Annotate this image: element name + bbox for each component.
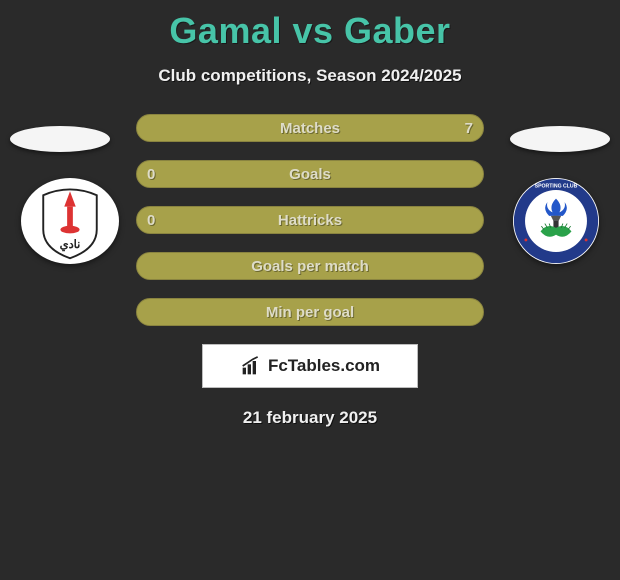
stat-row: Goals per match: [136, 252, 484, 280]
brand-text: FcTables.com: [268, 356, 380, 376]
club-badge-left: نادي: [21, 178, 119, 264]
stat-row: Matches 7: [136, 114, 484, 142]
stat-row: 0 Hattricks: [136, 206, 484, 234]
ring-text-top: SPORTING CLUB: [535, 183, 578, 189]
club-badge-right-svg: SPORTING CLUB: [513, 178, 599, 264]
stat-row: 0 Goals: [136, 160, 484, 188]
brand-banner[interactable]: FcTables.com: [202, 344, 418, 388]
badge-left-text: نادي: [60, 239, 81, 252]
page-title: Gamal vs Gaber: [0, 0, 620, 52]
stat-label: Matches: [280, 120, 340, 137]
stat-label: Goals per match: [251, 258, 369, 275]
stat-label: Goals: [289, 166, 331, 183]
stat-left-value: 0: [147, 161, 155, 187]
stat-left-value: 0: [147, 207, 155, 233]
player-slot-left-oval: [10, 126, 110, 152]
player-slot-right-oval: [510, 126, 610, 152]
date-text: 21 february 2025: [0, 408, 620, 428]
bars-icon: [240, 356, 262, 376]
stat-row: Min per goal: [136, 298, 484, 326]
club-badge-left-svg: نادي: [21, 178, 119, 264]
club-badge-right: SPORTING CLUB: [513, 178, 599, 264]
subtitle: Club competitions, Season 2024/2025: [0, 66, 620, 86]
stats-table: Matches 7 0 Goals 0 Hattricks Goals per …: [136, 114, 484, 326]
stat-label: Min per goal: [266, 304, 354, 321]
stat-right-value: 7: [465, 115, 473, 141]
stat-label: Hattricks: [278, 212, 342, 229]
